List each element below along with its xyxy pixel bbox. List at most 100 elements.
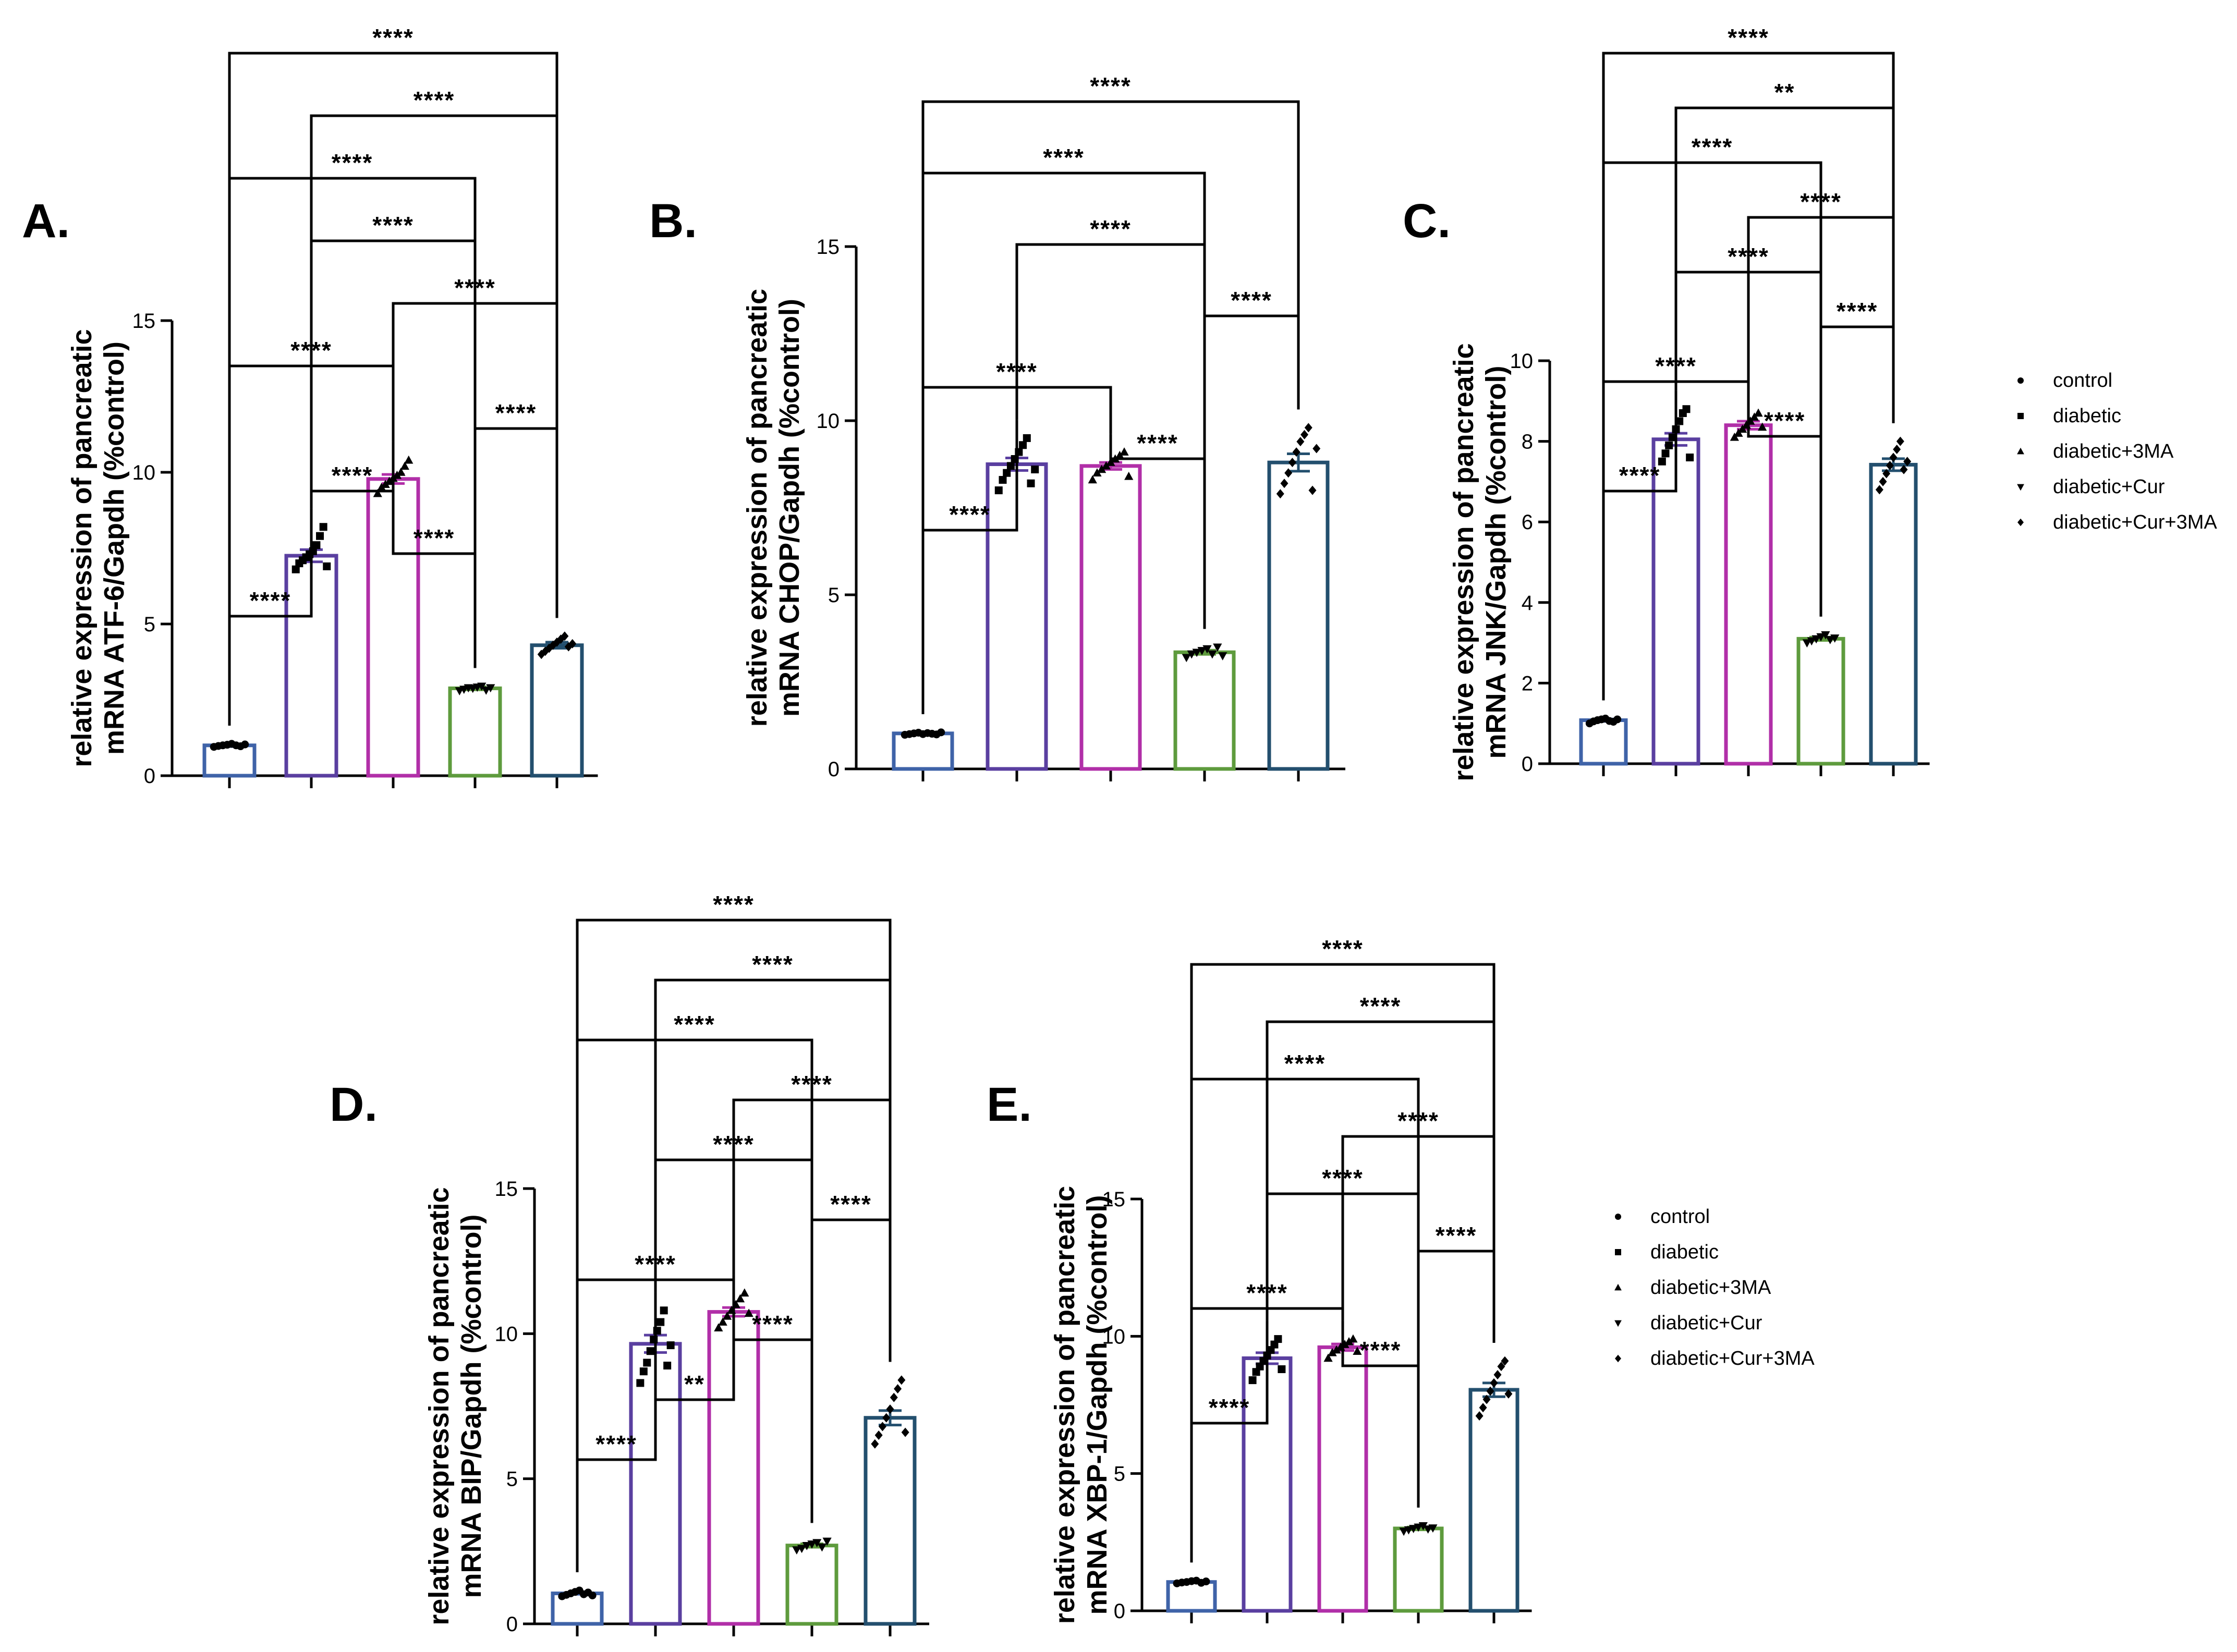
legend-label: diabetic+3MA (1650, 1277, 1771, 1299)
data-point (1106, 458, 1115, 466)
data-point (822, 1537, 832, 1546)
significance-label: **** (674, 1011, 715, 1038)
chart-panel-a: A. relative expression of pancreaticmRNA … (22, 24, 598, 788)
data-point (1115, 450, 1124, 459)
data-point (1886, 460, 1894, 470)
data-point (639, 1367, 648, 1376)
data-point (1276, 489, 1284, 499)
data-point (999, 476, 1007, 484)
data-point (1501, 1356, 1509, 1366)
y-tick-label: 0 (1522, 753, 1533, 776)
bar-diabetic-plus-Cur-plus-3MA (1869, 462, 1918, 766)
panel-letter: A. (22, 194, 70, 248)
data-point (1213, 643, 1222, 652)
data-point (481, 687, 491, 695)
data-point (1486, 1386, 1494, 1396)
data-point (937, 728, 945, 737)
y-tick-label: 5 (828, 584, 840, 607)
data-point (1323, 1353, 1333, 1362)
data-point (1278, 1365, 1286, 1374)
data-point (1668, 433, 1676, 442)
data-point (1332, 1345, 1341, 1354)
square-marker (1615, 1249, 1621, 1255)
significance-label: **** (1090, 72, 1132, 100)
data-point (312, 541, 321, 549)
data-point (882, 1413, 891, 1423)
data-point (1284, 468, 1293, 478)
data-point (797, 1545, 807, 1553)
significance-label: **** (1284, 1050, 1326, 1077)
data-point (1428, 1524, 1438, 1533)
data-point (901, 1427, 909, 1437)
significance-label: **** (830, 1191, 872, 1218)
data-point (1816, 633, 1826, 642)
data-point (1661, 449, 1670, 458)
data-point (1304, 423, 1312, 433)
data-point (1288, 458, 1296, 468)
significance-label: ** (684, 1370, 705, 1398)
legend-label: diabetic+Cur (1650, 1312, 1762, 1334)
data-point (890, 1392, 898, 1402)
square-marker (2017, 413, 2024, 419)
bar-diabetic-plus-3MA (707, 1310, 760, 1626)
significance-bracket (1602, 52, 1895, 701)
y-tick-label: 8 (1522, 431, 1533, 454)
data-point (1280, 479, 1288, 488)
panel-letter: B. (649, 194, 697, 248)
data-point (400, 461, 409, 470)
y-axis-title: relative expression of pancreaticmRNA AT… (66, 329, 130, 767)
triangle-up-marker (2017, 447, 2024, 455)
y-tick-label: 0 (506, 1613, 518, 1636)
chart-panel-d: D. relative expression of pancreaticmRNA … (330, 891, 929, 1636)
significance-label: **** (250, 587, 291, 614)
legend-label: diabetic+Cur (2053, 476, 2165, 498)
bar-diabetic-plus-3MA (1317, 1345, 1368, 1613)
data-point (663, 1362, 672, 1370)
data-point (477, 682, 487, 691)
data-point (666, 1341, 675, 1350)
data-point (319, 523, 327, 531)
legend-label: diabetic (1650, 1241, 1719, 1263)
panel-letter: D. (330, 1078, 378, 1131)
diamond-marker (2017, 518, 2024, 527)
data-point (588, 1591, 597, 1599)
data-point (1248, 1376, 1257, 1385)
significance-label: **** (414, 524, 455, 552)
legend-label: diabetic+Cur+3MA (2053, 511, 2217, 533)
significance-label: **** (1619, 462, 1661, 489)
significance-label: **** (1837, 298, 1878, 325)
data-point (1187, 650, 1196, 659)
bar-diabetic-plus-Cur-plus-3MA (1267, 460, 1330, 771)
bar-diabetic-plus-Cur-plus-3MA (864, 1416, 917, 1626)
data-point (1124, 471, 1134, 480)
data-point (871, 1439, 879, 1449)
data-point (1754, 408, 1763, 417)
data-point (807, 1540, 817, 1549)
data-point (1490, 1378, 1498, 1388)
data-point (1497, 1362, 1505, 1372)
significance-label: **** (1728, 24, 1769, 51)
panel-letter: E. (987, 1078, 1032, 1131)
y-tick-label: 0 (1114, 1600, 1125, 1623)
y-tick-label: 0 (828, 758, 840, 781)
data-point (897, 1375, 906, 1385)
circle-marker (2017, 377, 2024, 384)
significance-label: **** (1360, 993, 1402, 1020)
y-axis-title: relative expression of pancreaticmRNA XB… (1049, 1186, 1113, 1624)
data-point (1308, 485, 1317, 495)
bar-diabetic-plus-3MA (1079, 464, 1142, 771)
data-point (396, 468, 406, 476)
data-point (1613, 715, 1622, 724)
data-point (323, 562, 331, 570)
data-point (1006, 462, 1015, 470)
data-point (1097, 464, 1107, 473)
significance-label: **** (713, 891, 755, 918)
chart-panel-e: E. relative expression of pancreaticmRNA … (987, 935, 1532, 1624)
legend-top: control diabetic diabetic+3MA diabetic+Cur d… (2017, 370, 2217, 533)
data-point (316, 532, 324, 540)
significance-label: **** (752, 951, 794, 978)
data-point (1192, 648, 1201, 657)
significance-label: **** (372, 24, 414, 51)
data-point (1879, 476, 1887, 486)
data-point (874, 1430, 883, 1440)
